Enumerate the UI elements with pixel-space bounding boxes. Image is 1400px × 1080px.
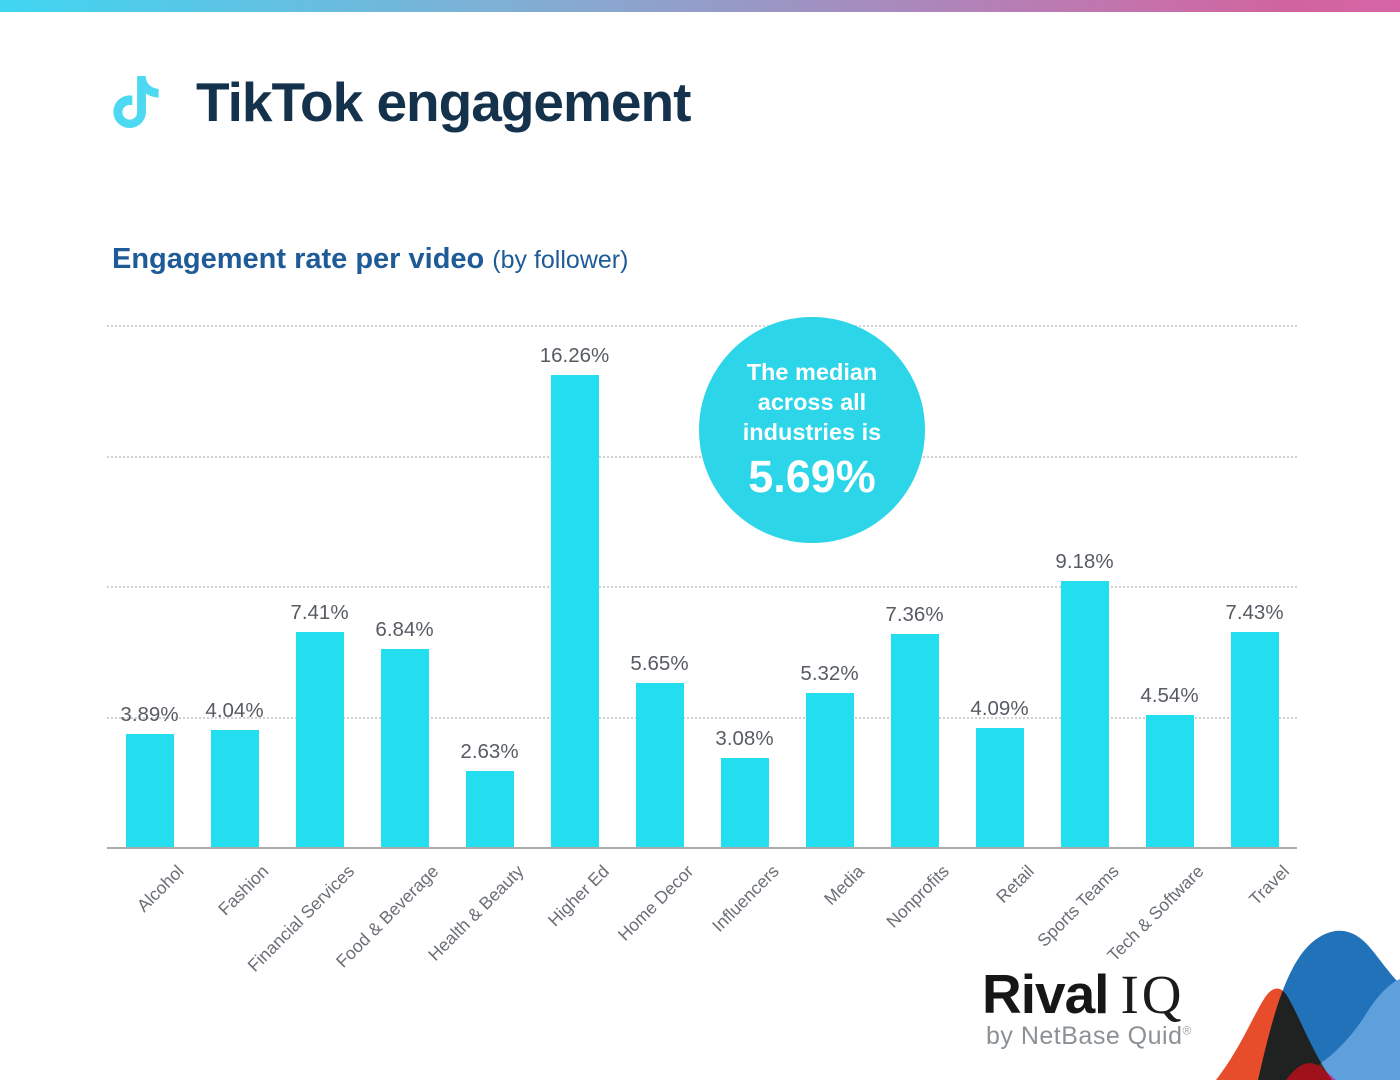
chart-gridline	[107, 716, 1297, 719]
x-axis-label: Home Decor	[614, 861, 698, 945]
bar-fashion	[210, 729, 259, 847]
x-axis-line	[107, 847, 1297, 849]
bar-home-decor	[635, 683, 684, 847]
median-annotation-badge: The median across all industries is 5.69…	[699, 317, 925, 543]
bar-value-label: 5.65%	[630, 652, 689, 676]
bar-value-label: 9.18%	[1055, 549, 1114, 573]
bar-value-label: 2.63%	[460, 739, 519, 763]
bar-food-beverage	[380, 648, 429, 847]
bar-health-beauty	[465, 770, 514, 847]
bar-tech-software	[1145, 715, 1194, 847]
rivaliq-logo-iq: IQ	[1120, 964, 1185, 1025]
bar-value-label: 7.43%	[1225, 600, 1284, 624]
median-annotation-value: 5.69%	[748, 451, 876, 503]
chart-title-main: Engagement rate per video	[112, 243, 485, 275]
rivaliq-byline: by NetBase Quid®	[986, 1022, 1192, 1050]
registered-mark: ®	[1182, 1023, 1192, 1038]
chart-gridline	[107, 325, 1297, 327]
rivaliq-logo: Rival IQ	[982, 962, 1185, 1026]
bar-value-label: 4.04%	[205, 698, 264, 722]
x-axis-label: Nonprofits	[882, 861, 953, 932]
bar-value-label: 4.54%	[1140, 684, 1199, 708]
bar-value-label: 4.09%	[970, 697, 1029, 721]
top-gradient-bar	[0, 0, 1400, 12]
x-axis-label: Sports Teams	[1033, 861, 1123, 951]
bar-influencers	[720, 757, 769, 847]
header: TikTok engagement	[110, 70, 691, 134]
bar-travel	[1230, 631, 1279, 847]
x-axis-label: Higher Ed	[543, 861, 613, 931]
bar-alcohol	[125, 734, 174, 847]
bar-value-label: 16.26%	[539, 344, 610, 368]
x-axis-label: Media	[819, 861, 868, 909]
bar-media	[805, 692, 854, 847]
x-axis-label: Influencers	[707, 861, 783, 936]
bar-value-label: 3.89%	[120, 703, 179, 727]
bar-value-label: 7.41%	[290, 601, 349, 625]
chart-title-note: (by follower)	[492, 246, 629, 274]
riq-wave-graphic	[1216, 930, 1400, 1080]
bar-financial-services	[295, 632, 344, 847]
bar-value-label: 6.84%	[375, 617, 434, 641]
x-axis-label: Fashion	[214, 861, 273, 920]
bar-value-label: 3.08%	[715, 726, 774, 750]
median-annotation-text: The median across all industries is	[742, 358, 882, 446]
tiktok-icon	[113, 76, 159, 129]
bar-retail	[975, 728, 1024, 847]
bar-sports-teams	[1060, 580, 1109, 847]
bar-value-label: 7.36%	[885, 602, 944, 626]
x-axis-label: Retail	[991, 861, 1038, 907]
x-axis-label: Alcohol	[132, 861, 188, 916]
bar-value-label: 5.32%	[800, 661, 859, 685]
rivaliq-logo-rival: Rival	[982, 963, 1109, 1025]
chart-title: Engagement rate per video (by follower)	[112, 243, 628, 276]
bar-nonprofits	[890, 633, 939, 847]
page-title: TikTok engagement	[196, 71, 691, 133]
x-axis-label: Travel	[1244, 861, 1293, 910]
chart-gridline	[107, 586, 1297, 588]
bar-higher-ed	[550, 375, 599, 847]
